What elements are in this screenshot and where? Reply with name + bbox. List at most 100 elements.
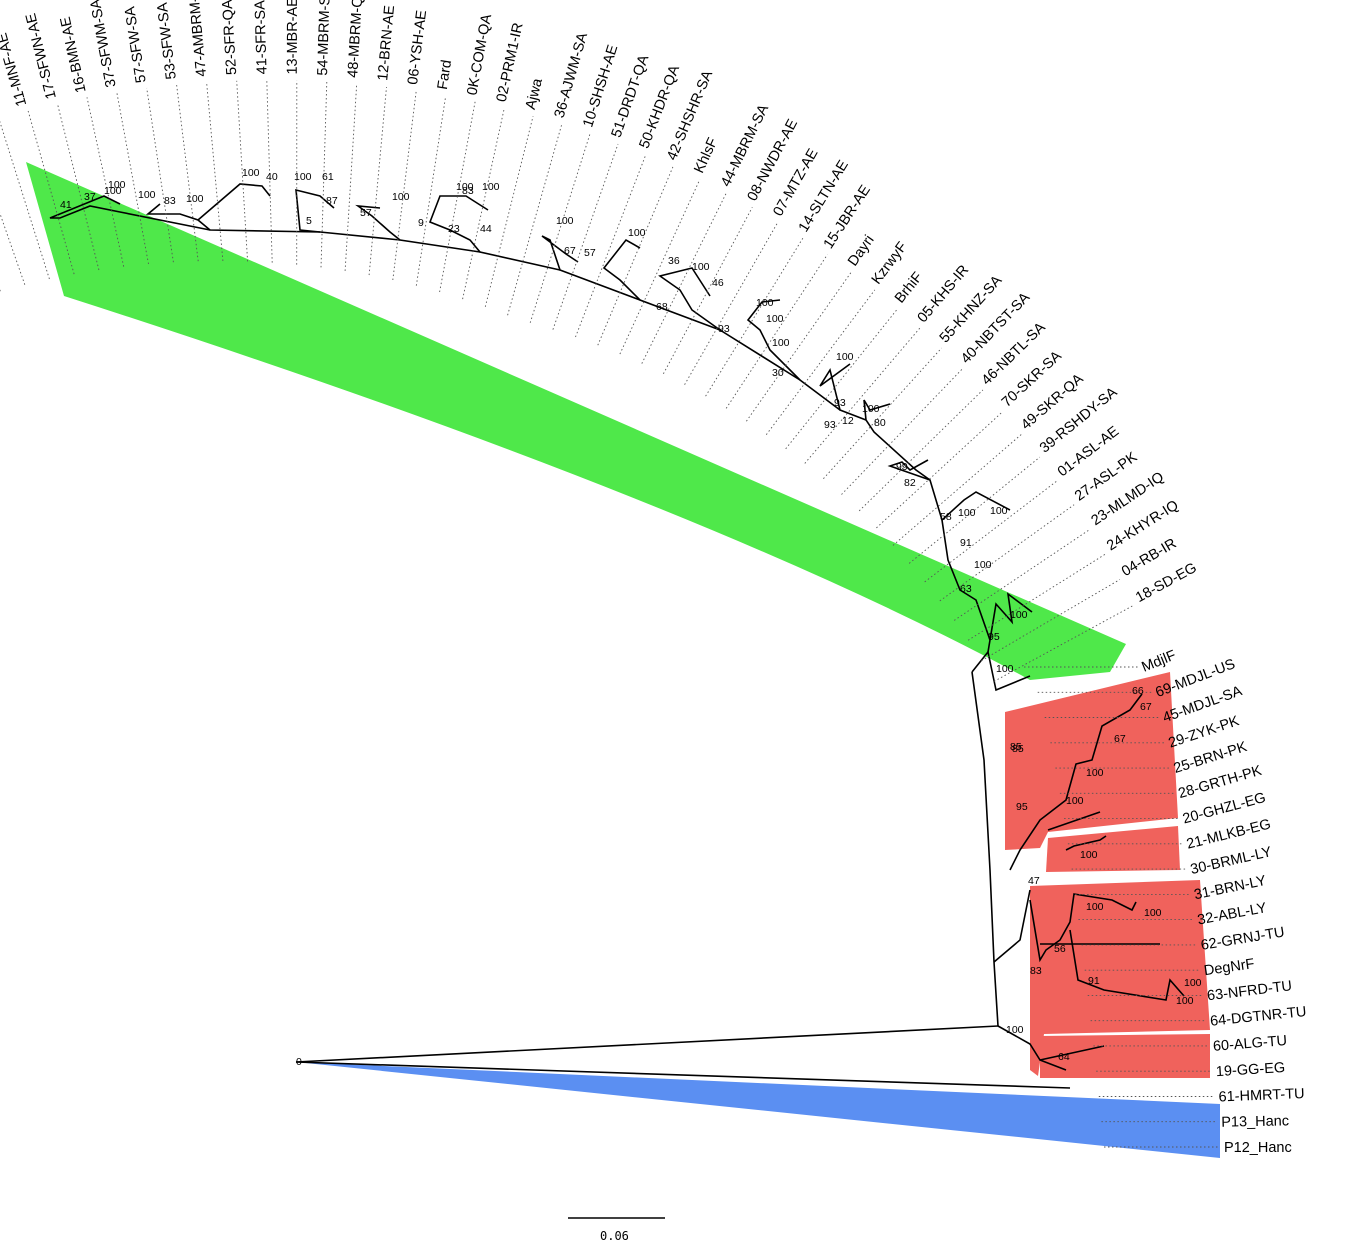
- leaf-label: Ajwa: [523, 76, 546, 111]
- leaf-guide: [176, 84, 199, 262]
- support-value: 47: [1028, 875, 1040, 887]
- support-value: 100: [104, 185, 122, 197]
- leaf-guide: [439, 101, 476, 293]
- support-value: 100: [108, 179, 126, 191]
- support-value: 91: [1088, 975, 1100, 987]
- support-value: 44: [480, 223, 492, 235]
- support-value: 57: [360, 207, 372, 219]
- support-value: 67: [1114, 733, 1126, 745]
- leaf-guide: [368, 87, 387, 276]
- leaf-guide: [967, 553, 1106, 641]
- leaf-label: 0K-COM-QA: [464, 13, 495, 97]
- blue-clade-highlight: [296, 1062, 1220, 1158]
- scale-bar: 0.06: [568, 1217, 665, 1243]
- leaf-label: P12_Hanc: [1224, 1140, 1292, 1156]
- support-value: 57: [584, 247, 596, 259]
- support-value: 66: [1132, 685, 1144, 697]
- support-value: 37: [84, 191, 96, 203]
- leaf-guide: [746, 271, 852, 422]
- support-value: 100: [836, 351, 854, 363]
- support-value: 100: [766, 313, 784, 325]
- support-value: 82: [904, 477, 916, 489]
- leaf-guide: [266, 80, 273, 263]
- support-value: 100: [772, 337, 790, 349]
- leaf-label: 64-DGTNR-TU: [1209, 1004, 1307, 1030]
- leaf-label: 61-HMRT-TU: [1218, 1086, 1305, 1105]
- leaf-label: 02-PRM1-IR: [494, 21, 527, 103]
- leaf-label: P13_Hanc: [1221, 1113, 1289, 1130]
- scale-bar-label: 0.06: [600, 1229, 629, 1243]
- support-value: 30: [772, 367, 784, 379]
- leaf-guide: [858, 389, 984, 512]
- leaf-label: 41-SFR-SA: [252, 0, 270, 75]
- support-value: 100: [392, 191, 410, 203]
- support-value: 67: [1140, 701, 1152, 713]
- leaf-label: Fard: [435, 59, 455, 91]
- leaf-guide: [663, 207, 753, 375]
- leaf-label: 60-ALG-TU: [1212, 1033, 1287, 1055]
- leaf-guide: [0, 212, 26, 285]
- leaf-label: 19-GG-EG: [1215, 1060, 1285, 1080]
- leaf-label: Dayri: [845, 232, 878, 269]
- support-value: 63: [960, 583, 972, 595]
- red-clade-highlight-1: [1005, 672, 1178, 850]
- support-value: 12: [842, 415, 854, 427]
- red-clade-highlight-3: [1030, 880, 1210, 1076]
- leaf-guide: [908, 456, 1041, 564]
- green-clade-highlight: [26, 162, 1126, 680]
- leaf-guide: [705, 237, 804, 397]
- support-value: 83: [462, 185, 474, 197]
- support-value: 100: [1176, 995, 1194, 1007]
- leaf-label: 32-ABL-LY: [1196, 900, 1268, 928]
- support-value: 100: [1184, 977, 1202, 989]
- leaf-guide: [507, 124, 563, 316]
- leaf-label: 11-MNF-AE: [0, 31, 30, 108]
- support-value: 93: [718, 323, 730, 335]
- support-value: 9: [418, 217, 424, 229]
- support-value: 100: [990, 505, 1008, 517]
- support-value: 40: [266, 171, 278, 183]
- leaf-label: KhlsF: [691, 135, 721, 175]
- leaf-guide: [86, 97, 125, 267]
- support-value: 100: [138, 189, 156, 201]
- support-value: 56: [1054, 943, 1066, 955]
- support-value: 58: [940, 511, 952, 523]
- support-value: 68: [656, 301, 668, 313]
- support-value: 100: [456, 181, 474, 193]
- leaf-guide: [0, 120, 50, 280]
- leaf-guide: [206, 82, 224, 261]
- red-clade-highlight-4: [1040, 1034, 1210, 1078]
- leaf-guide: [320, 81, 328, 268]
- leaf-label: 17-SFWN-AE: [23, 11, 60, 100]
- leaf-label: 47-AMBRM-SA: [185, 0, 210, 77]
- support-value: 100: [1086, 901, 1104, 913]
- leaf-label: 31-BRN-LY: [1193, 873, 1268, 903]
- leaf-label: 16-BMN-AE: [58, 15, 90, 94]
- support-value: 5: [306, 215, 312, 227]
- leaf-label: DegNrF: [1203, 956, 1256, 979]
- leaf-guide: [841, 368, 963, 495]
- leaf-label: BrhiF: [892, 269, 926, 306]
- support-value: 99: [896, 461, 908, 473]
- support-value: 100: [242, 167, 260, 179]
- leaf-label: 63-NFRD-TU: [1206, 978, 1293, 1004]
- leaf-guide: [876, 411, 1003, 529]
- leaf-guide: [804, 327, 921, 464]
- leaf-label: 13-MBR-AE: [285, 0, 301, 75]
- support-value: 93: [834, 397, 846, 409]
- support-value: 83: [1030, 965, 1042, 977]
- leaf-label: 62-GRNJ-TU: [1200, 924, 1286, 953]
- leaf-guide: [981, 579, 1121, 662]
- support-value: 100: [556, 215, 574, 227]
- leaf-guide: [146, 87, 174, 263]
- support-value: 91: [960, 537, 972, 549]
- support-value: 93: [824, 419, 836, 431]
- leaf-label: 52-SFR-QA: [220, 0, 241, 76]
- leaf-guide: [27, 110, 75, 275]
- support-value: 41: [60, 199, 72, 211]
- red-clade-highlight-2: [1046, 826, 1180, 872]
- leaf-guide: [56, 103, 100, 271]
- support-value: 85: [1010, 741, 1022, 753]
